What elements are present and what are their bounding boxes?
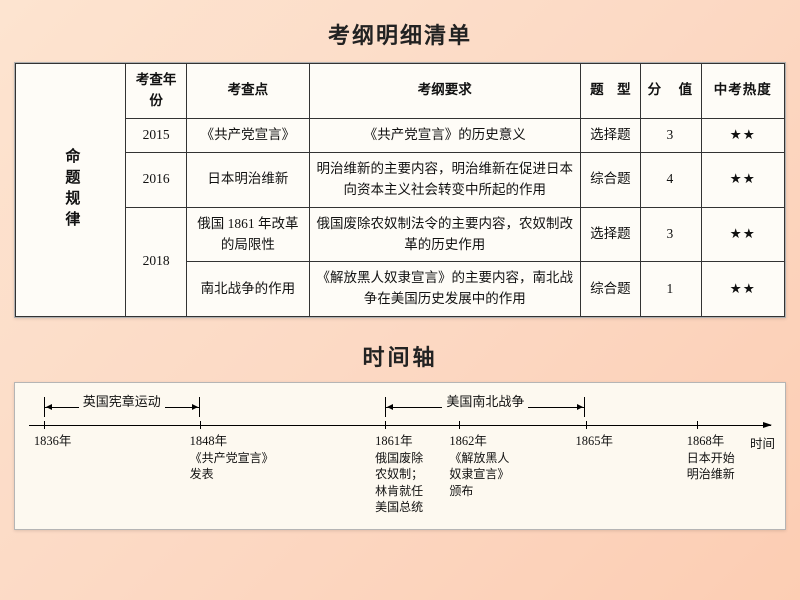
cell-score: 3	[641, 207, 701, 262]
cell-point: 日本明治维新	[186, 152, 309, 207]
side-label: 命题规律	[16, 64, 126, 317]
tick-desc: 明治维新	[687, 466, 800, 482]
th-point: 考查点	[186, 64, 309, 119]
timeline-tick-label: 1862年《解放黑人奴隶宣言》颁布	[449, 433, 569, 498]
tick-year: 1868年	[687, 433, 800, 450]
tick-year: 1862年	[449, 433, 569, 450]
cell-score: 4	[641, 152, 701, 207]
timeline-tick	[459, 421, 460, 429]
exam-table: 命题规律 考查年份 考查点 考纲要求 题 型 分 值 中考热度 2015 《共产…	[15, 63, 785, 317]
tick-desc: 颁布	[449, 483, 569, 499]
tick-desc: 《解放黑人	[449, 450, 569, 466]
section-title-timeline: 时间轴	[0, 318, 800, 382]
th-type: 题 型	[580, 64, 640, 119]
tick-desc: 奴隶宣言》	[449, 466, 569, 482]
cell-point: 俄国 1861 年改革的局限性	[186, 207, 309, 262]
cell-type: 综合题	[580, 152, 640, 207]
cell-point: 南北战争的作用	[186, 262, 309, 317]
table-row: 2016 日本明治维新 明治维新的主要内容，明治维新在促进日本向资本主义社会转变…	[16, 152, 785, 207]
table-row: 2018 俄国 1861 年改革的局限性 俄国废除农奴制法令的主要内容，农奴制改…	[16, 207, 785, 262]
cell-type: 选择题	[580, 207, 640, 262]
cell-req: 《共产党宣言》的历史意义	[309, 118, 580, 152]
cell-year: 2015	[126, 118, 186, 152]
span-label: 英国宪章运动	[79, 391, 165, 410]
span-arrow-right-icon	[192, 404, 198, 410]
cell-year: 2016	[126, 152, 186, 207]
span-arrow-left-icon	[387, 404, 393, 410]
cell-heat: ★★	[701, 207, 784, 262]
cell-score: 1	[641, 262, 701, 317]
timeline-span-row: 英国宪章运动 美国南北战争	[29, 393, 771, 421]
cell-type: 综合题	[580, 262, 640, 317]
cell-score: 3	[641, 118, 701, 152]
timeline-tick	[44, 421, 45, 429]
tick-desc: 《共产党宣言》	[190, 450, 310, 466]
timeline-span: 英国宪章运动	[44, 397, 200, 417]
span-arrow-left-icon	[46, 404, 52, 410]
span-arrow-right-icon	[577, 404, 583, 410]
cell-type: 选择题	[580, 118, 640, 152]
th-heat: 中考热度	[701, 64, 784, 119]
timeline-tick-label: 1836年	[34, 433, 154, 450]
timeline-tick	[586, 421, 587, 429]
exam-table-panel: 命题规律 考查年份 考查点 考纲要求 题 型 分 值 中考热度 2015 《共产…	[14, 62, 786, 318]
cell-req: 《解放黑人奴隶宣言》的主要内容，南北战争在美国历史发展中的作用	[309, 262, 580, 317]
section-title-table: 考纲明细清单	[0, 0, 800, 62]
th-score: 分 值	[641, 64, 701, 119]
cell-point: 《共产党宣言》	[186, 118, 309, 152]
span-label: 美国南北战争	[442, 391, 528, 410]
cell-req: 俄国废除农奴制法令的主要内容，农奴制改革的历史作用	[309, 207, 580, 262]
cell-heat: ★★	[701, 262, 784, 317]
timeline-panel: 英国宪章运动 美国南北战争 时间 1836年1848年《共产党宣言》发表1861年…	[14, 382, 786, 530]
timeline-tick	[385, 421, 386, 429]
timeline-tick	[697, 421, 698, 429]
cell-heat: ★★	[701, 152, 784, 207]
timeline-tick-label: 1865年	[576, 433, 696, 450]
cell-req: 明治维新的主要内容，明治维新在促进日本向资本主义社会转变中所起的作用	[309, 152, 580, 207]
tick-year: 1865年	[576, 433, 696, 450]
timeline-tick-label: 1848年《共产党宣言》发表	[190, 433, 310, 482]
tick-desc: 美国总统	[375, 499, 495, 515]
timeline-span: 美国南北战争	[385, 397, 585, 417]
th-year: 考查年份	[126, 64, 186, 119]
table-row: 2015 《共产党宣言》 《共产党宣言》的历史意义 选择题 3 ★★	[16, 118, 785, 152]
timeline-tick	[200, 421, 201, 429]
tick-year: 1848年	[190, 433, 310, 450]
cell-year: 2018	[126, 207, 186, 317]
th-req: 考纲要求	[309, 64, 580, 119]
cell-heat: ★★	[701, 118, 784, 152]
table-header-row: 命题规律 考查年份 考查点 考纲要求 题 型 分 值 中考热度	[16, 64, 785, 119]
tick-desc: 发表	[190, 466, 310, 482]
tick-desc: 日本开始	[687, 450, 800, 466]
axis-arrow-icon	[763, 422, 772, 428]
tick-year: 1836年	[34, 433, 154, 450]
timeline-axis: 时间 1836年1848年《共产党宣言》发表1861年俄国废除农奴制；林肯就任美…	[29, 425, 771, 426]
timeline-tick-label: 1868年日本开始明治维新	[687, 433, 800, 482]
